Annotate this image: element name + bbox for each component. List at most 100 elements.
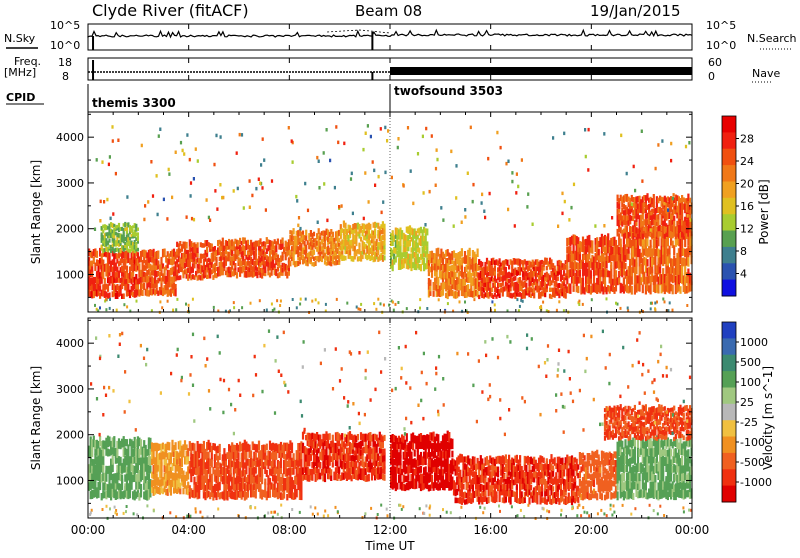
band-10 (566, 233, 630, 294)
scatter-point (150, 160, 152, 164)
scatter-point (141, 144, 143, 148)
scatter-point (280, 300, 282, 303)
heat-cell (491, 288, 493, 293)
scatter-point (191, 217, 193, 221)
scatter-point (296, 306, 298, 309)
scatter-point (667, 208, 669, 212)
scatter-point (453, 224, 455, 228)
scatter-point (494, 303, 496, 306)
scatter-point (323, 182, 325, 186)
heat-cell (657, 214, 659, 220)
heat-cell (392, 230, 394, 236)
heat-cell (341, 433, 343, 440)
scatter-point (109, 298, 111, 301)
power-ylabel: Slant Range [km] (29, 160, 43, 264)
scatter-point (318, 160, 320, 164)
heat-cell (657, 231, 659, 238)
scatter-point (250, 302, 252, 305)
heat-cell (569, 284, 571, 294)
heat-cell (175, 284, 177, 289)
scatter-point (299, 303, 301, 306)
scatter-point (323, 151, 325, 155)
scatter-point (563, 132, 565, 136)
scatter-point (131, 229, 133, 233)
heat-cell (382, 443, 384, 449)
heat-cell (293, 453, 295, 461)
scatter-point (419, 298, 421, 301)
heat-cell (289, 261, 291, 267)
colorbar-segment (722, 247, 736, 264)
heat-cell (157, 251, 159, 260)
scatter-point (380, 302, 382, 305)
heat-cell (626, 225, 628, 232)
scatter-point (144, 204, 146, 208)
scatter-point (265, 208, 267, 212)
scatter-point (686, 304, 688, 307)
heat-cell (186, 242, 188, 249)
scatter-point (259, 299, 261, 302)
scatter-point (109, 155, 111, 159)
heat-cell (451, 439, 453, 449)
scatter-point (112, 212, 114, 216)
scatter-point (219, 183, 221, 187)
heat-cell (208, 452, 210, 459)
heat-cell (565, 293, 567, 299)
nsky-tick-bottom: 10^0 (50, 39, 80, 52)
scatter-point (375, 308, 377, 311)
scatter-point (447, 302, 449, 305)
heat-cell (653, 194, 655, 201)
scatter-point (491, 300, 493, 303)
scatter-point (105, 308, 107, 311)
scatter-point (392, 301, 394, 304)
scatter-point (258, 178, 260, 182)
scatter-point (166, 217, 168, 221)
heat-cell (102, 456, 104, 465)
heat-cell (420, 466, 422, 473)
scatter-point (665, 223, 667, 227)
scatter-point (380, 127, 382, 131)
heat-cell (258, 441, 260, 451)
scatter-point (239, 133, 241, 137)
scatter-point (440, 206, 442, 210)
heat-cell (135, 274, 137, 279)
scatter-point (185, 303, 187, 306)
colorbar-segment (722, 214, 736, 231)
heat-cell (499, 293, 501, 298)
nsky-tick-right-top: 10^5 (706, 19, 736, 32)
scatter-point (195, 147, 197, 151)
heat-cell (420, 264, 422, 271)
scatter-point (481, 201, 483, 205)
scatter-point (336, 298, 338, 301)
scatter-point (197, 159, 199, 163)
band-6 (340, 221, 386, 263)
scatter-point (532, 223, 534, 227)
heat-cell (426, 241, 428, 247)
heat-cell (296, 489, 298, 497)
scatter-point (627, 307, 629, 310)
cpid-label: CPID (6, 91, 35, 104)
scatter-point (193, 218, 195, 222)
band-5 (453, 454, 580, 505)
scatter-point (519, 305, 521, 308)
scatter-point (367, 124, 369, 128)
colorbar-tick-label: 16 (740, 200, 754, 213)
heat-cell (332, 232, 334, 237)
heat-cell (96, 251, 98, 258)
scatter-point (425, 127, 427, 131)
heat-cell (288, 271, 290, 276)
heat-cell (104, 278, 106, 283)
scatter-point (650, 228, 652, 232)
heat-cell (477, 249, 479, 258)
colorbar-segment (722, 132, 736, 149)
scatter-point (661, 139, 663, 143)
heat-cell (519, 455, 521, 463)
scatter-point (378, 175, 380, 179)
scatter-point (295, 195, 297, 199)
colorbar-segment (722, 116, 736, 133)
scatter-point (438, 298, 440, 301)
heat-cell (383, 229, 385, 236)
scatter-point (511, 171, 513, 175)
scatter-point (505, 162, 507, 166)
scatter-point (539, 306, 541, 309)
nsky-tick-top: 10^5 (50, 19, 80, 32)
